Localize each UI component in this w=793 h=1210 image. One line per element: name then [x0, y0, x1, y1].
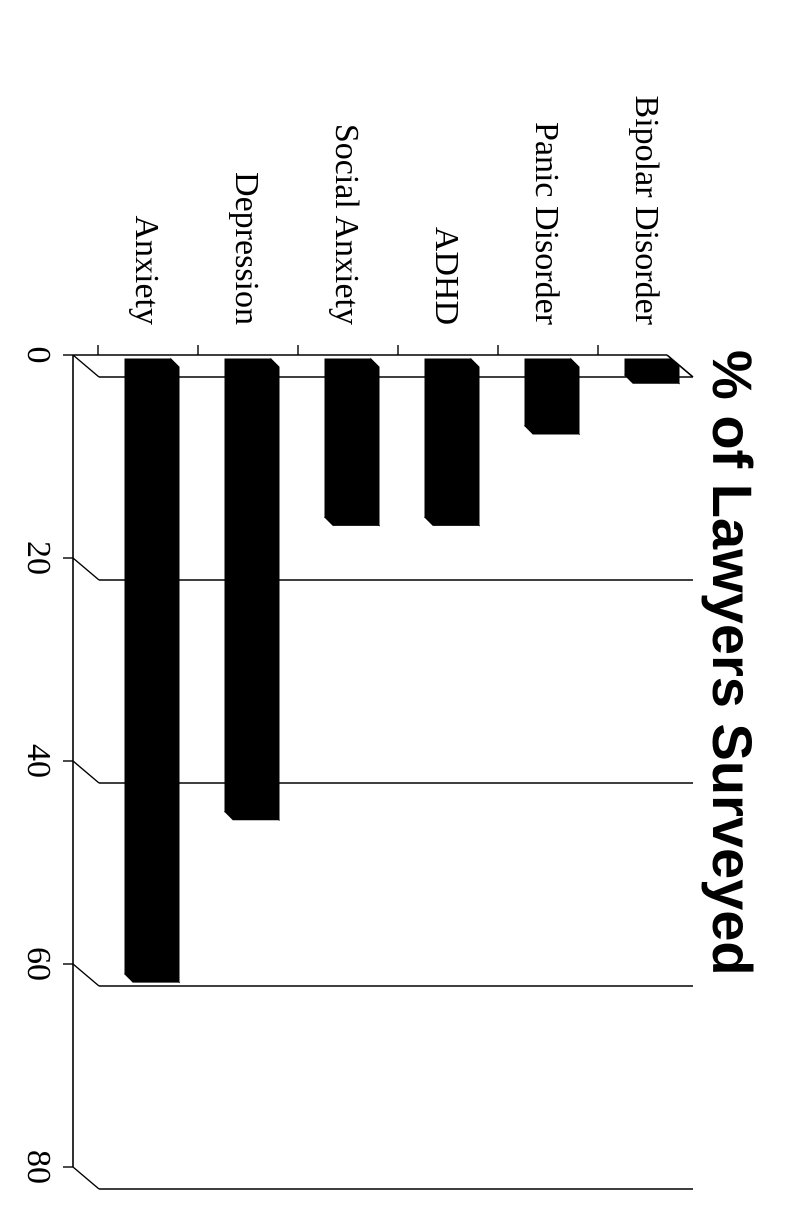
category-label-depression: Depression — [228, 172, 265, 325]
floor-gridline-60 — [72, 963, 100, 987]
bar-depression — [224, 358, 272, 813]
bar-adhd — [424, 358, 472, 518]
tick-label-80: 80 — [20, 1150, 57, 1184]
tick-label-40: 40 — [20, 744, 57, 778]
bar-anxiety — [124, 358, 172, 975]
floor-gridline-80 — [72, 1166, 100, 1190]
bar-top-adhd — [470, 357, 480, 527]
bar-layer — [123, 357, 681, 984]
category-label-bipolar-disorder: Bipolar Disorder — [628, 96, 665, 326]
bar-end-bipolar-disorder — [623, 374, 681, 384]
tick-labels: 0 20 40 60 80 — [20, 347, 57, 1185]
floor-gridline-20 — [72, 557, 100, 581]
bar-bipolar-disorder — [624, 358, 672, 376]
chart-title: % of Lawyers Surveyed — [701, 350, 764, 976]
category-label-social-anxiety: Social Anxiety — [328, 124, 365, 325]
grid-layer — [72, 354, 693, 1190]
category-labels: Anxiety Depression Social Anxiety ADHD Panic… — [128, 96, 665, 326]
category-label-anxiety: Anxiety — [128, 215, 165, 325]
bar-social-anxiety — [324, 358, 372, 518]
axis-layer — [63, 345, 694, 1168]
bar-end-social-anxiety — [323, 516, 381, 526]
bar-end-anxiety — [123, 973, 181, 983]
floor-gridline-40 — [72, 760, 100, 784]
tick-label-60: 60 — [20, 947, 57, 981]
bar-end-depression — [223, 811, 281, 821]
bar-top-panic-disorder — [570, 357, 580, 436]
category-label-panic-disorder: Panic Disorder — [528, 122, 565, 326]
category-label-adhd: ADHD — [428, 227, 465, 325]
bar-top-anxiety — [170, 357, 180, 984]
bar-end-adhd — [423, 516, 481, 526]
bar-end-panic-disorder — [523, 425, 581, 435]
bar-top-social-anxiety — [370, 357, 380, 527]
tick-label-0: 0 — [20, 347, 57, 364]
bar-top-depression — [270, 357, 280, 821]
floor-gridline-0 — [72, 354, 100, 378]
tick-label-20: 20 — [20, 541, 57, 575]
bar-panic-disorder — [524, 358, 572, 427]
